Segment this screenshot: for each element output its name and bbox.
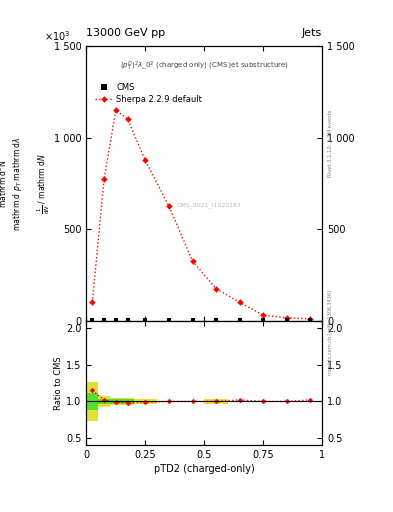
X-axis label: pTD2 (charged-only): pTD2 (charged-only) bbox=[154, 464, 255, 475]
Text: $(p_T^D)^2\lambda\_0^2$ (charged only) (CMS jet substructure): $(p_T^D)^2\lambda\_0^2$ (charged only) (… bbox=[120, 60, 289, 73]
Text: $\times 10^3$: $\times 10^3$ bbox=[44, 30, 70, 44]
Text: Jets: Jets bbox=[302, 28, 322, 38]
Text: CMS_2021_I1920187: CMS_2021_I1920187 bbox=[176, 202, 242, 208]
Text: 13000 GeV pp: 13000 GeV pp bbox=[86, 28, 165, 38]
Text: mcplots.cern.ch [arXiv:1306.3436]: mcplots.cern.ch [arXiv:1306.3436] bbox=[328, 290, 333, 375]
Legend: CMS, Sherpa 2.2.9 default: CMS, Sherpa 2.2.9 default bbox=[95, 83, 202, 104]
Text: Rivet 3.1.10, 2.7M events: Rivet 3.1.10, 2.7M events bbox=[328, 110, 333, 177]
Y-axis label: Ratio to CMS: Ratio to CMS bbox=[55, 356, 63, 410]
Y-axis label: mathrm d$^2$N
mathrm d $p_T$ mathrm d$\lambda$

$\frac{1}{\mathrm{d}N}$ / mathrm: mathrm d$^2$N mathrm d $p_T$ mathrm d$\l… bbox=[0, 136, 52, 230]
